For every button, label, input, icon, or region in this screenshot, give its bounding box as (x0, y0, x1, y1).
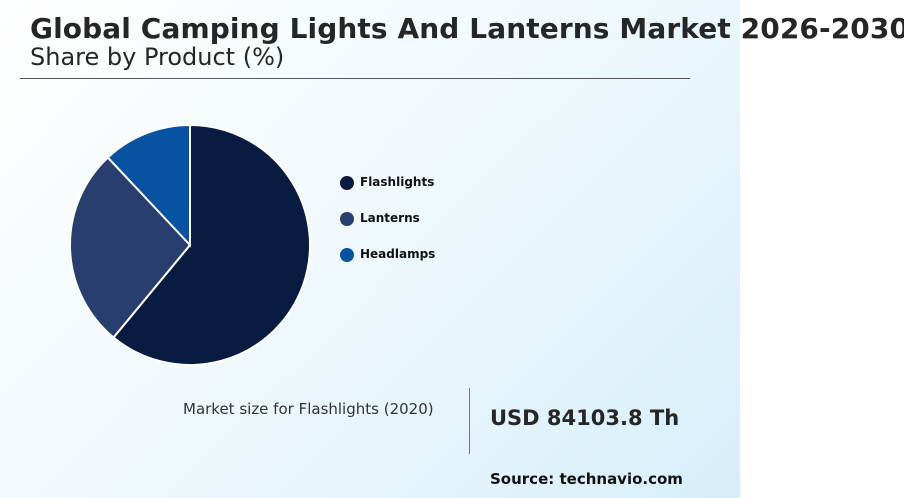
legend-swatch (340, 176, 354, 190)
legend-label: Lanterns (360, 211, 420, 225)
chart-subtitle: Share by Product (%) (30, 43, 285, 71)
legend-label: Headlamps (360, 247, 436, 261)
title-divider (20, 78, 690, 79)
legend-label: Flashlights (360, 175, 435, 189)
market-size-value: USD 84103.8 Th (490, 406, 680, 430)
pie-slice-headlamps (106, 123, 191, 248)
pie-slice-flashlights (112, 123, 311, 366)
legend-swatch (340, 212, 354, 226)
pie-slice-lanterns (68, 156, 192, 339)
market-size-label: Market size for Flashlights (2020) (183, 400, 434, 418)
legend-swatch (340, 248, 354, 262)
pie-chart (68, 123, 311, 366)
market-divider (469, 388, 470, 454)
source-credit: Source: technavio.com (490, 470, 683, 488)
chart-title: Global Camping Lights And Lanterns Marke… (30, 12, 904, 45)
